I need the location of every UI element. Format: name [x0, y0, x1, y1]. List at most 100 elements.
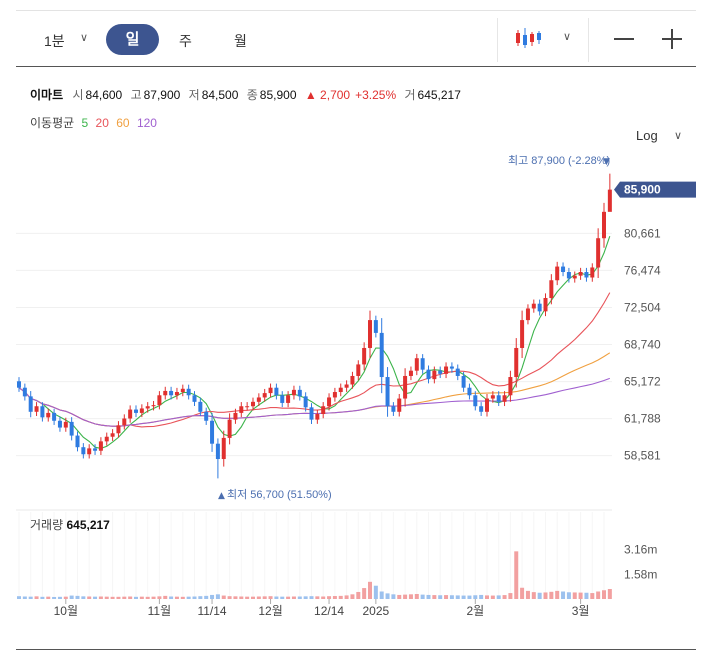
volume-bar — [75, 595, 80, 599]
volume-bar — [63, 596, 68, 599]
candle-body — [520, 320, 525, 348]
x-tick-label: 2월 — [466, 604, 484, 618]
period-minute-select[interactable]: 1분 — [44, 33, 65, 49]
volume-bar — [455, 595, 460, 599]
high-annotation-marker: ▼ — [603, 157, 610, 167]
candle-body — [332, 392, 337, 398]
candlestick-type-icon[interactable] — [515, 26, 543, 50]
zoom-in-icon[interactable] — [671, 29, 673, 49]
volume-bar — [309, 596, 314, 599]
high-label: 고 — [130, 88, 142, 102]
candle-body — [52, 412, 57, 421]
volume-bar — [444, 595, 449, 599]
candle-body — [63, 421, 68, 428]
ma-period-120: 120 — [136, 116, 157, 130]
volume-bar — [449, 595, 454, 599]
candle-body — [321, 406, 326, 415]
volume-bar — [508, 593, 513, 599]
candle-body — [286, 395, 291, 403]
candle-body — [578, 272, 583, 276]
volume-bar — [98, 596, 103, 599]
chevron-down-icon[interactable]: ∨ — [80, 32, 89, 44]
candle-body — [449, 366, 454, 369]
volume-bar — [93, 596, 98, 599]
volume-bar — [169, 596, 174, 599]
candle-body — [368, 320, 372, 348]
volume-bar — [438, 595, 443, 599]
volume-bar — [391, 594, 396, 599]
moving-average-legend[interactable]: 이동평균 5 20 60 120 — [30, 114, 161, 131]
volume-bar — [473, 595, 478, 599]
x-tick-label: 12/14 — [314, 604, 344, 618]
candle-body — [245, 406, 250, 408]
volume-bar — [590, 593, 595, 599]
volume-bar — [291, 596, 296, 599]
candle-body — [134, 409, 138, 413]
candle-body — [303, 396, 308, 408]
candle-body — [157, 395, 162, 406]
ma-period-60: 60 — [116, 116, 130, 130]
close-value: 85,900 — [259, 88, 297, 102]
x-tick-label: 10월 — [54, 604, 78, 618]
volume-bar — [321, 596, 326, 599]
candle-body — [116, 425, 121, 434]
volume-bar — [461, 595, 466, 599]
candle-body — [426, 369, 431, 380]
log-scale-toggle[interactable]: Log — [636, 128, 658, 143]
volume-bar — [420, 594, 425, 599]
candle-body — [344, 384, 349, 388]
volume-bar — [368, 581, 372, 599]
volume-bar — [245, 596, 250, 599]
tab-week[interactable]: 주 — [179, 33, 192, 49]
volume-bar — [104, 596, 109, 599]
volume-bar — [163, 595, 168, 599]
candle-body — [274, 387, 279, 396]
volume-bar — [344, 595, 349, 599]
candle-body — [128, 409, 133, 419]
volume-bar — [221, 595, 226, 599]
candle-body — [444, 366, 449, 374]
volume-bar — [385, 593, 390, 599]
volume-bar — [607, 589, 612, 599]
volume-bar — [596, 591, 601, 599]
volume-bar — [373, 585, 378, 599]
candle-body — [139, 408, 144, 413]
candle-body — [180, 388, 185, 393]
candle-body — [566, 272, 571, 279]
candle-body — [467, 387, 472, 396]
volume-bar — [555, 590, 560, 599]
candle-body — [69, 421, 74, 436]
y-tick-label: 76,474 — [624, 263, 661, 277]
ma-period-5: 5 — [81, 116, 89, 130]
volume-bar — [174, 596, 179, 599]
ma-line-20 — [18, 292, 611, 428]
candle-body — [40, 406, 45, 418]
volume-bar — [485, 595, 489, 599]
chevron-down-icon[interactable]: ∨ — [563, 31, 572, 43]
volume-bar — [531, 592, 536, 599]
volume-bar — [520, 587, 525, 599]
volume-bar — [561, 591, 566, 599]
volume-bar — [57, 596, 62, 599]
volume-bar — [17, 596, 21, 599]
zoom-out-icon[interactable] — [614, 38, 634, 40]
volume-bar — [122, 596, 127, 599]
volume-bar — [303, 596, 308, 599]
tab-day[interactable]: 일 — [106, 24, 159, 55]
volume-bar — [28, 596, 33, 599]
ma-line-60 — [18, 352, 611, 427]
candle-body — [438, 370, 443, 374]
volume-bar — [157, 596, 162, 599]
tab-month[interactable]: 월 — [234, 33, 247, 49]
candle-body — [215, 443, 220, 460]
change-value: ▲ 2,700 — [304, 88, 351, 102]
volume-bar — [286, 596, 291, 599]
candle-body — [391, 406, 396, 412]
volume-bar — [490, 595, 495, 599]
volume-bar — [46, 596, 51, 599]
candle-body — [262, 393, 267, 398]
chevron-down-icon[interactable]: ∨ — [674, 130, 683, 142]
candle-body — [151, 405, 156, 407]
volume-bar — [274, 596, 279, 599]
